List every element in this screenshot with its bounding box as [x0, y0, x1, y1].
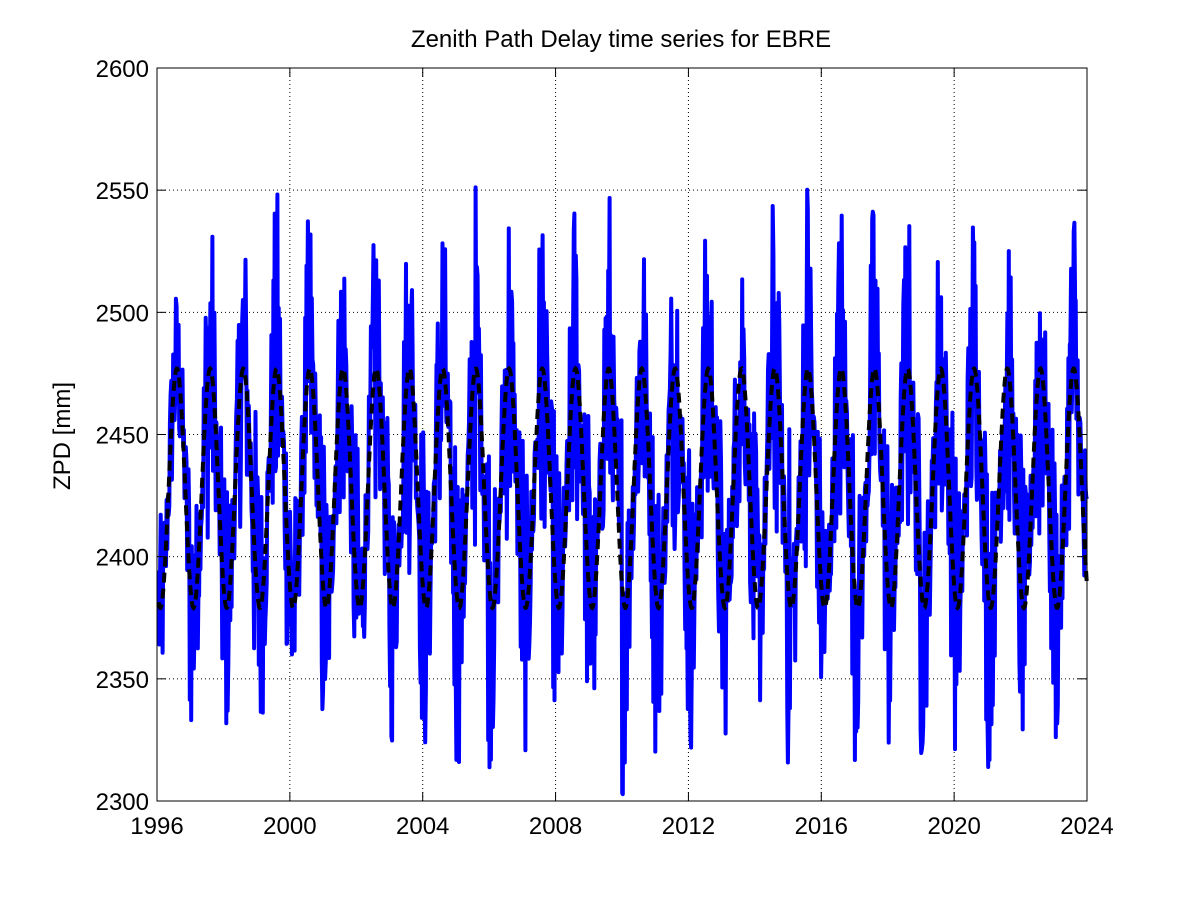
x-tick-label: 2004: [396, 813, 449, 840]
plot-area: 1996 2000 2004 2008 2012 2016 2020 2024 2300 2350…: [96, 56, 1114, 840]
y-tick-label: 2600: [96, 56, 149, 83]
y-axis-label: ZPD [mm]: [49, 382, 76, 490]
y-tick-label: 2500: [96, 300, 149, 327]
x-tick-label: 2024: [1060, 813, 1113, 840]
x-tick-label: 2008: [529, 813, 582, 840]
chart-title: Zenith Path Delay time series for EBRE: [411, 26, 831, 53]
y-tick-label: 2550: [96, 178, 149, 205]
x-tick-label: 2000: [263, 813, 316, 840]
y-tick-label: 2450: [96, 423, 149, 450]
x-tick-label: 2016: [795, 813, 848, 840]
x-tick-label: 2012: [662, 813, 715, 840]
y-tick-label: 2400: [96, 545, 149, 572]
x-tick-label: 2020: [927, 813, 980, 840]
y-tick-label: 2350: [96, 667, 149, 694]
y-tick-label: 2300: [96, 789, 149, 816]
x-tick-label: 1996: [130, 813, 183, 840]
series-zpd-model: [156, 365, 1089, 611]
